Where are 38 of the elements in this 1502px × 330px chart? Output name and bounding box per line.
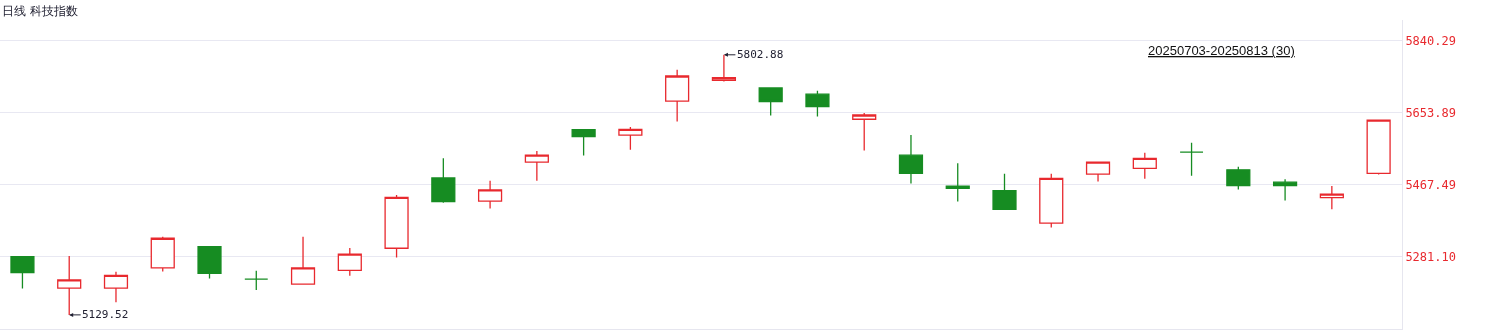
y-tick-label: 5281.10 — [1405, 249, 1456, 264]
candlestick — [852, 112, 877, 152]
candlestick — [1132, 152, 1157, 180]
candlestick — [477, 180, 503, 210]
annotation: 20250703-20250813 (30) — [1148, 43, 1295, 58]
candlestick — [103, 271, 129, 303]
candlestick — [898, 134, 924, 185]
candlestick — [244, 270, 269, 291]
candlestick — [805, 90, 830, 118]
candlestick — [945, 162, 970, 203]
candlestick — [711, 54, 737, 83]
candlestick — [290, 236, 316, 285]
candlestick — [384, 194, 409, 259]
candlestick — [1272, 178, 1298, 202]
candlestick — [758, 87, 783, 117]
candlestick — [1085, 161, 1111, 183]
candlestick — [992, 173, 1017, 210]
candlestick — [10, 255, 35, 290]
candlestick — [150, 236, 175, 273]
chart-title: 日线 科技指数 — [2, 4, 78, 18]
candlestick — [618, 126, 643, 151]
candlestick — [1179, 142, 1204, 177]
y-tick-label: 5467.49 — [1405, 177, 1456, 192]
candlestick — [337, 247, 362, 277]
candlestick — [1039, 173, 1064, 229]
candlestick — [1366, 119, 1391, 176]
candlestick — [1226, 166, 1251, 191]
annotation: 5129.52 — [82, 308, 129, 321]
candlestick — [1319, 185, 1344, 210]
candlestick — [431, 157, 456, 204]
candlestick — [197, 246, 222, 280]
candlestick — [524, 150, 549, 182]
y-tick-label: 5653.89 — [1405, 105, 1456, 120]
candlestick — [57, 255, 82, 316]
candlestick — [665, 69, 690, 123]
candlestick — [571, 129, 596, 157]
y-tick-label: 5840.29 — [1405, 33, 1456, 48]
annotation: 5802.88 — [737, 48, 784, 61]
